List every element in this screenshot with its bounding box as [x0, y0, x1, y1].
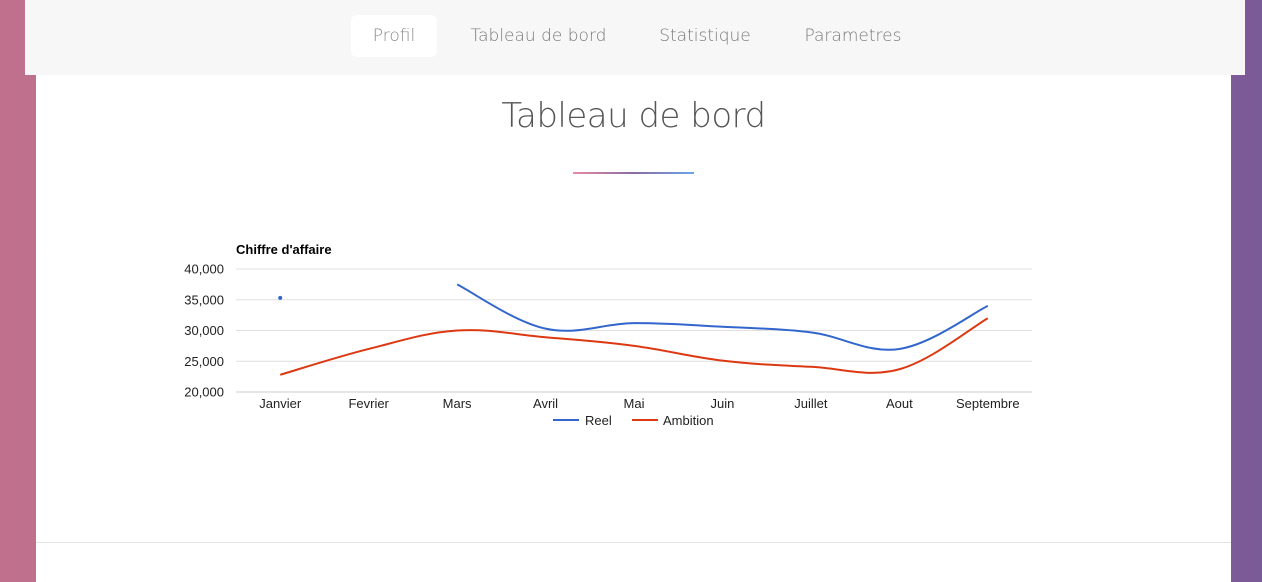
top-navigation: Profil Tableau de bord Statistique Param… [25, 0, 1245, 75]
y-tick-label: 35,000 [184, 292, 224, 307]
x-tick-label: Juin [711, 396, 735, 411]
y-tick-label: 30,000 [184, 323, 224, 338]
nav-tabs: Profil Tableau de bord Statistique Param… [25, 15, 1245, 57]
x-tick-label: Avril [533, 396, 558, 411]
tab-statistique[interactable]: Statistique [659, 26, 751, 46]
x-tick-label: Fevrier [348, 396, 389, 411]
series-reel [278, 283, 989, 351]
chart-x-axis: Janvier Fevrier Mars Avril Mai Juin Juillet Aou… [259, 396, 1019, 411]
legend-label: Ambition [663, 413, 714, 428]
chart-series [278, 283, 989, 376]
tab-parametres[interactable]: Parametres [804, 26, 902, 46]
x-tick-label: Juillet [794, 396, 828, 411]
legend-label: Reel [585, 413, 612, 428]
x-tick-label: Septembre [956, 396, 1020, 411]
page-title: Tableau de bord [501, 96, 766, 136]
section-divider [36, 542, 1231, 543]
content-panel: Tableau de bord [36, 0, 1231, 582]
series-line [456, 283, 989, 351]
title-underline [573, 172, 694, 174]
chart-title: Chiffre d'affaire [236, 242, 332, 257]
y-tick-label: 20,000 [184, 385, 224, 400]
tab-tableau-de-bord[interactable]: Tableau de bord [470, 26, 607, 46]
legend-item-reel[interactable]: Reel [553, 413, 612, 428]
chart-legend[interactable]: Reel Ambition [553, 413, 714, 428]
series-ambition [279, 317, 989, 376]
y-tick-label: 25,000 [184, 354, 224, 369]
x-tick-label: Mai [624, 396, 645, 411]
x-tick-label: Janvier [259, 396, 302, 411]
series-line [279, 317, 989, 376]
data-point [278, 295, 283, 300]
chart-gridlines [236, 268, 1032, 393]
legend-item-ambition[interactable]: Ambition [632, 413, 714, 428]
y-tick-label: 40,000 [184, 262, 224, 277]
chart-y-axis: 20,000 25,000 30,000 35,000 40,000 [184, 262, 224, 400]
tab-profil[interactable]: Profil [351, 15, 437, 57]
x-tick-label: Aout [886, 396, 913, 411]
x-tick-label: Mars [443, 396, 472, 411]
